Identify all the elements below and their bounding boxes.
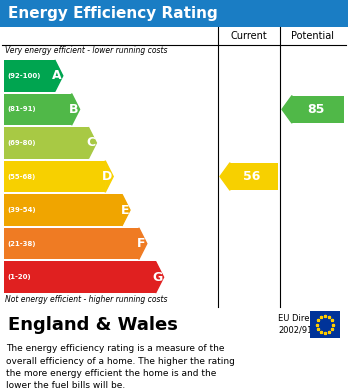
Text: Very energy efficient - lower running costs: Very energy efficient - lower running co… xyxy=(5,46,167,55)
Text: C: C xyxy=(86,136,95,149)
Text: (55-68): (55-68) xyxy=(7,174,35,179)
Polygon shape xyxy=(282,95,292,123)
Text: (81-91): (81-91) xyxy=(7,106,35,112)
Text: B: B xyxy=(69,103,79,116)
Polygon shape xyxy=(139,228,147,260)
Bar xyxy=(2,27,346,307)
Polygon shape xyxy=(88,127,96,159)
Text: Energy Efficiency Rating: Energy Efficiency Rating xyxy=(8,6,218,21)
Text: (69-80): (69-80) xyxy=(7,140,35,146)
Text: G: G xyxy=(152,271,163,284)
Polygon shape xyxy=(156,262,164,293)
Bar xyxy=(4,262,156,293)
Polygon shape xyxy=(72,93,80,125)
Text: D: D xyxy=(102,170,112,183)
Bar xyxy=(310,311,340,338)
Polygon shape xyxy=(220,163,230,190)
Bar xyxy=(4,194,122,226)
Text: F: F xyxy=(137,237,146,250)
Bar xyxy=(4,60,55,91)
Bar xyxy=(4,127,88,159)
Bar xyxy=(4,93,72,125)
Text: Not energy efficient - higher running costs: Not energy efficient - higher running co… xyxy=(5,295,167,304)
Text: 85: 85 xyxy=(307,103,325,116)
Text: (92-100): (92-100) xyxy=(7,73,40,79)
Text: Current: Current xyxy=(231,31,267,41)
Bar xyxy=(4,161,105,192)
Text: E: E xyxy=(120,204,129,217)
Bar xyxy=(0,0,348,27)
Text: The energy efficiency rating is a measure of the
overall efficiency of a home. T: The energy efficiency rating is a measur… xyxy=(6,344,235,391)
Text: 56: 56 xyxy=(243,170,261,183)
Text: England & Wales: England & Wales xyxy=(8,316,178,334)
Polygon shape xyxy=(122,194,130,226)
Bar xyxy=(2,307,346,342)
Polygon shape xyxy=(55,60,63,91)
Bar xyxy=(292,95,344,123)
Text: (1-20): (1-20) xyxy=(7,274,31,280)
Text: (21-38): (21-38) xyxy=(7,240,35,247)
Text: A: A xyxy=(52,69,62,82)
Text: (39-54): (39-54) xyxy=(7,207,35,213)
Text: EU Directive
2002/91/EC: EU Directive 2002/91/EC xyxy=(278,314,330,335)
Text: Potential: Potential xyxy=(292,31,334,41)
Bar xyxy=(230,163,278,190)
Polygon shape xyxy=(105,161,113,192)
Bar xyxy=(4,228,139,260)
